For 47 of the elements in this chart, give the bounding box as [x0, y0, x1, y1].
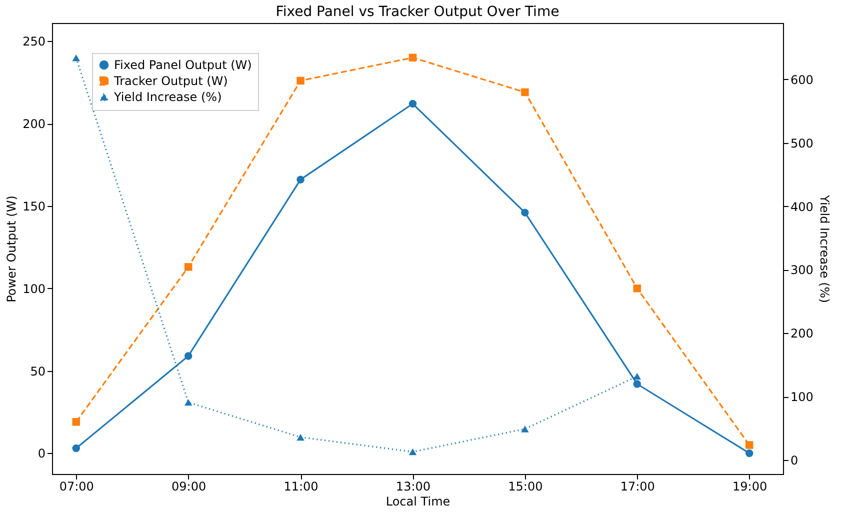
x-tick-label: 15:00 — [508, 480, 543, 494]
y-axis-title: Power Output (W) — [4, 196, 19, 302]
y-tick-label: 100 — [22, 282, 46, 296]
point — [521, 208, 529, 216]
point — [408, 100, 417, 108]
y-tick-label: 200 — [22, 117, 46, 132]
y2-tick-label: 400 — [790, 200, 814, 214]
y2-axis-title: Yield Increase (%) — [817, 194, 832, 303]
legend-label: Fixed Panel Output (W) — [114, 58, 252, 72]
point — [296, 76, 304, 85]
x-tick-label: 09:00 — [172, 480, 206, 494]
x-tick-label: 07:00 — [59, 480, 94, 494]
point — [745, 449, 754, 458]
x-tick-label: 19:00 — [732, 480, 768, 494]
point — [184, 398, 192, 406]
y2-tick-label: 200 — [790, 326, 814, 341]
point — [745, 441, 754, 449]
y-tick-label: 150 — [22, 199, 46, 214]
point — [633, 372, 642, 380]
point — [72, 418, 80, 426]
legend-label: Yield Increase (%) — [113, 90, 222, 104]
point — [633, 284, 642, 292]
y2-tick-label: 600 — [790, 72, 814, 87]
point — [521, 88, 529, 96]
x-tick-label: 17:00 — [620, 480, 655, 494]
y2-tick-label: 0 — [790, 454, 798, 468]
x-tick-label: 11:00 — [284, 480, 318, 494]
y2-tick-label: 100 — [790, 390, 814, 404]
y-tick-label: 0 — [38, 446, 46, 461]
point — [72, 444, 80, 452]
point — [184, 352, 192, 360]
x-axis-title: Local Time — [386, 494, 450, 508]
chart-title: Fixed Panel vs Tracker Output Over Time — [276, 4, 560, 20]
point — [72, 54, 80, 62]
legend-label: Tracker Output (W) — [113, 74, 228, 88]
y-tick-label: 50 — [30, 364, 46, 378]
y-tick-label: 250 — [22, 34, 46, 49]
point — [408, 54, 417, 62]
point — [633, 380, 642, 388]
point — [296, 176, 304, 184]
x-tick-label: 13:00 — [396, 480, 431, 494]
point — [521, 426, 529, 432]
y2-tick-label: 500 — [790, 136, 814, 150]
point — [408, 448, 417, 456]
point — [184, 263, 192, 271]
y2-tick-label: 300 — [790, 263, 814, 278]
point — [296, 434, 304, 441]
